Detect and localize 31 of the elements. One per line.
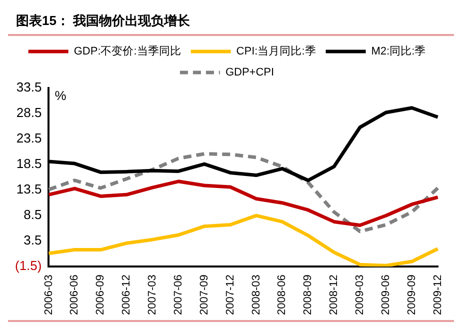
- x-tick-label: 2007-06: [172, 274, 184, 316]
- line-series: [46, 152, 440, 234]
- legend-label: CPI:当月同比:季: [236, 44, 316, 58]
- x-tick-label: 2008-09: [302, 274, 314, 316]
- y-tick-label: 13.5: [16, 182, 42, 197]
- x-tick-label: 2009-09: [406, 274, 418, 316]
- x-tick-label: 2006-03: [42, 274, 55, 316]
- x-tick-label: 2006-12: [120, 274, 133, 316]
- x-tick-label: 2007-09: [198, 274, 210, 316]
- legend-label: M2:同比:季: [371, 44, 426, 58]
- x-tick-label: 2008-06: [276, 274, 288, 316]
- x-tick-label: 2007-12: [224, 274, 236, 316]
- y-tick-label: 18.5: [16, 156, 42, 172]
- x-tick-label: 2009-12: [432, 274, 444, 316]
- y-tick-label: 33.5: [16, 80, 42, 95]
- chart-title: 图表15： 我国物价出现负增长: [8, 8, 454, 36]
- y-tick-label: 23.5: [16, 130, 42, 146]
- x-tick-label: 2008-03: [250, 274, 262, 316]
- y-tick-label: 28.5: [16, 105, 42, 120]
- x-tick-label: 2009-06: [380, 274, 392, 316]
- annotation: %: [54, 88, 67, 104]
- y-tick-label: (1.5): [14, 258, 42, 274]
- x-tick-label: 2007-03: [146, 274, 159, 316]
- x-tick-label: 2006-06: [68, 274, 81, 316]
- x-tick-label: 2006-09: [94, 274, 107, 316]
- x-tick-label: 2009-03: [354, 274, 366, 316]
- y-tick-label: 8.5: [24, 207, 42, 222]
- x-tick-label: 2008-12: [328, 274, 340, 316]
- y-tick-label: 3.5: [24, 232, 42, 248]
- legend-label: GDP+CPI: [225, 66, 274, 79]
- legend-label: GDP:不变价:当季同比: [74, 44, 181, 58]
